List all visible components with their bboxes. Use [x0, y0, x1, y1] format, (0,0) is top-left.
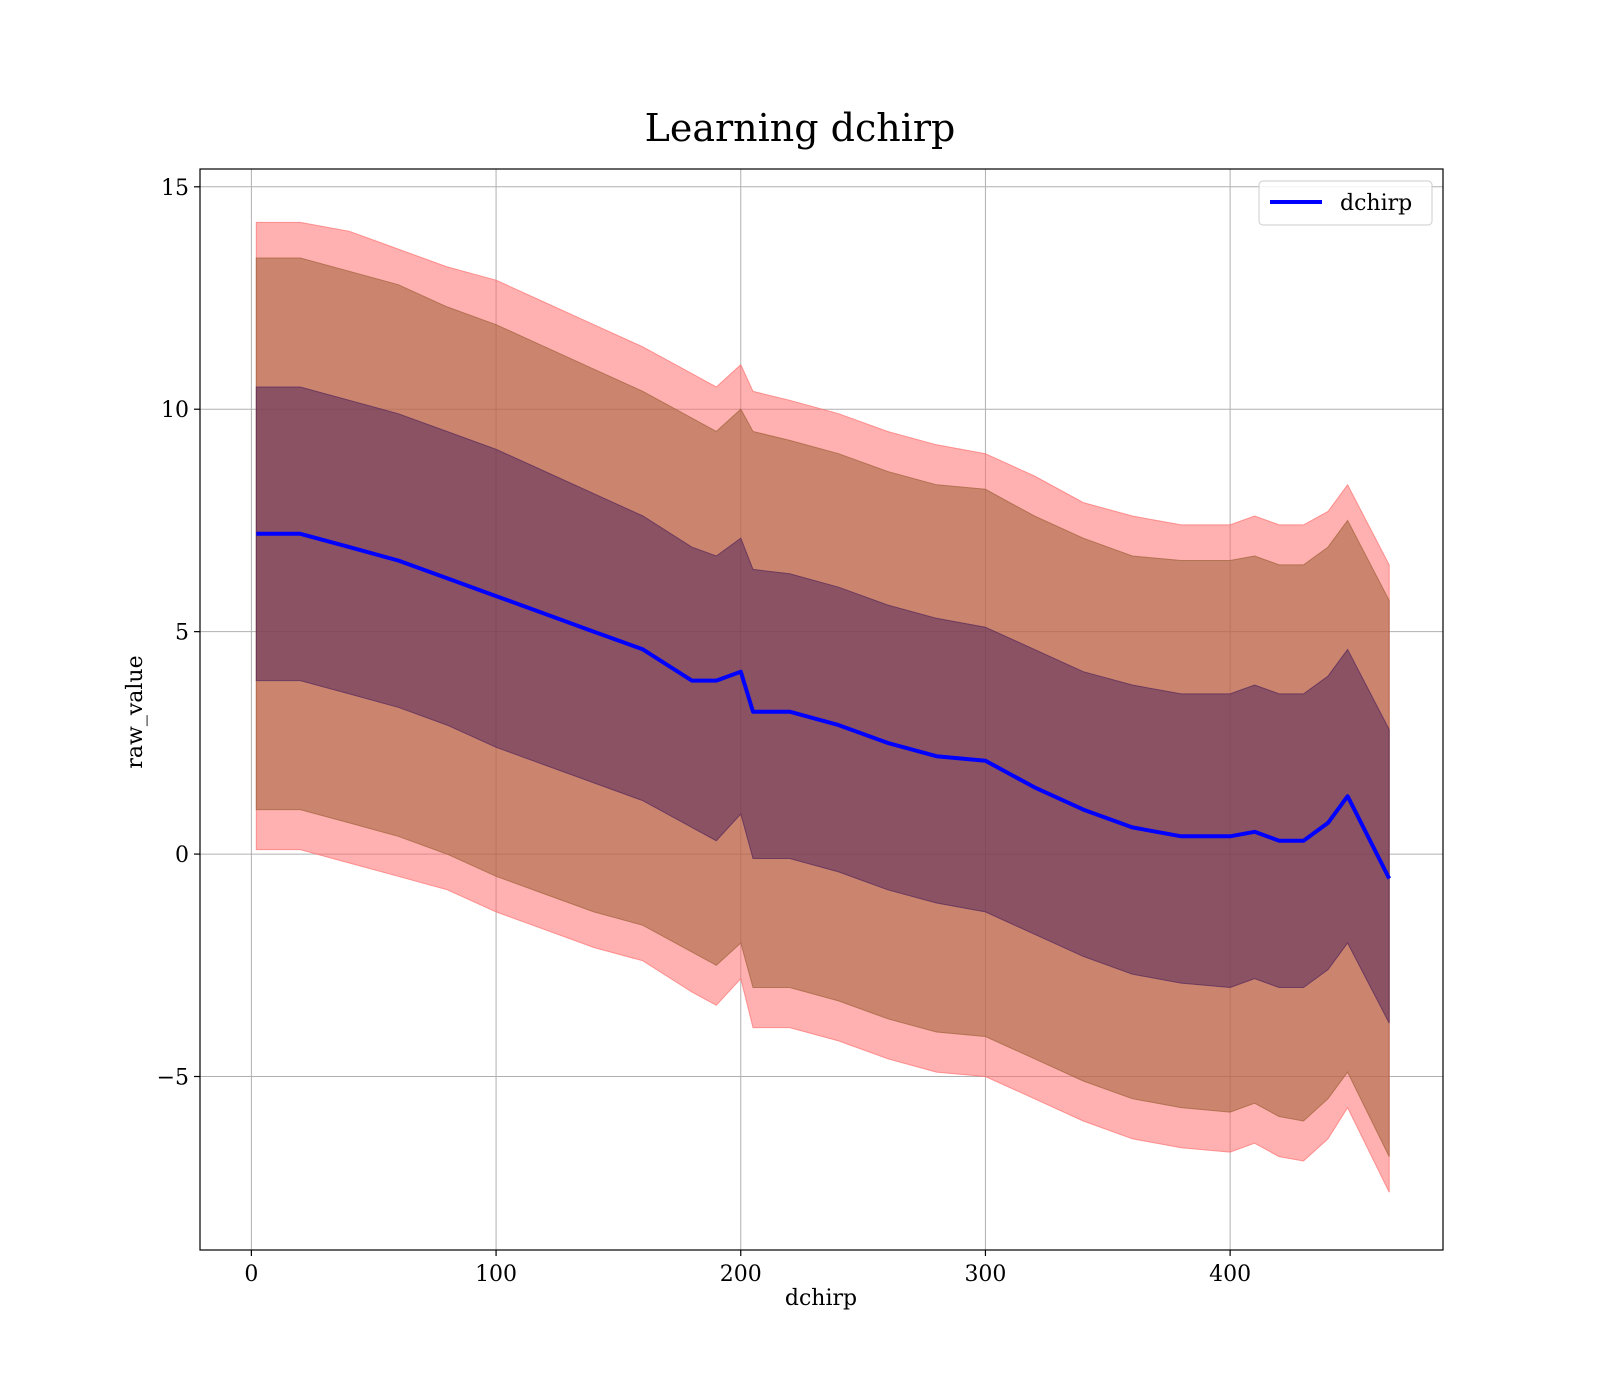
- legend-box: [1258, 180, 1433, 226]
- x-tick-label-2: 200: [720, 1262, 762, 1287]
- x-tick-label-0: 0: [244, 1262, 258, 1287]
- y-tick-label-3: 10: [161, 398, 189, 423]
- x-axis-ticks: 0 100 200 300 400: [244, 1250, 1251, 1287]
- legend-label-dchirp: dchirp: [1340, 191, 1412, 216]
- legend: dchirp: [1258, 180, 1433, 226]
- band-3: [255, 386, 1390, 1024]
- plot-frame: [199, 168, 1444, 1251]
- y-tick-label-0: −5: [157, 1066, 189, 1091]
- y-tick-label-2: 5: [175, 621, 189, 646]
- mean-series-line: [256, 531, 1391, 880]
- x-tick-label-3: 300: [964, 1262, 1006, 1287]
- x-axis-label: dchirp: [785, 1286, 857, 1311]
- chart-title: Learning dchirp: [645, 106, 956, 150]
- y-axis-ticks: −5 0 5 10 15: [157, 176, 200, 1091]
- x-tick-label-4: 400: [1209, 1262, 1251, 1287]
- x-tick-label-1: 100: [475, 1262, 517, 1287]
- y-tick-label-4: 15: [161, 176, 189, 201]
- confidence-bands: [255, 221, 1390, 1193]
- y-axis-label: raw_value: [123, 655, 148, 768]
- y-tick-label-1: 0: [175, 843, 189, 868]
